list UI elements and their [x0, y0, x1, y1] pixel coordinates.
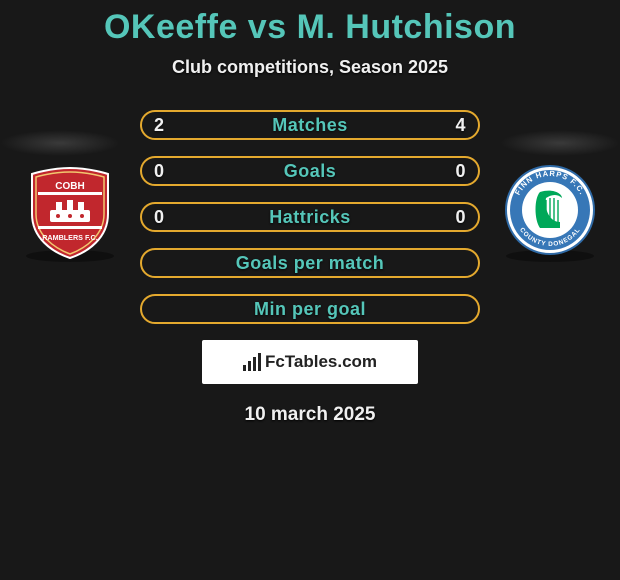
comparison-panel: COBH RAMBLERS F.C. FINN HARPS F.C.: [0, 110, 620, 426]
stat-label: Hattricks: [269, 207, 351, 228]
stat-bar: Min per goal: [140, 294, 480, 324]
stat-value-left: 0: [154, 204, 165, 230]
stat-label: Matches: [272, 115, 348, 136]
page-title: OKeeffe vs M. Hutchison: [0, 0, 620, 47]
stat-value-right: 0: [455, 158, 466, 184]
brand-text: FcTables.com: [265, 352, 377, 372]
badge-shadow-right: [500, 130, 620, 156]
right-team-badge: FINN HARPS F.C. COUNTY DONEGAL: [500, 164, 600, 264]
stat-value-right: 0: [455, 204, 466, 230]
stat-bar: Hattricks 0 0: [140, 202, 480, 232]
stat-label: Goals: [284, 161, 337, 182]
harp-badge-icon: FINN HARPS F.C. COUNTY DONEGAL: [500, 164, 600, 264]
compare-date: 10 march 2025: [0, 404, 620, 426]
bar-chart-icon: [243, 353, 261, 371]
stat-bar: Goals per match: [140, 248, 480, 278]
badge-text-bottom: RAMBLERS F.C.: [42, 233, 98, 242]
badge-shadow-left: [0, 130, 120, 156]
shield-icon: COBH RAMBLERS F.C.: [20, 164, 120, 264]
left-team-badge: COBH RAMBLERS F.C.: [20, 164, 120, 264]
stat-value-left: 0: [154, 158, 165, 184]
stat-bar: Goals 0 0: [140, 156, 480, 186]
stat-label: Min per goal: [254, 299, 366, 320]
stat-bars: Matches 2 4 Goals 0 0 Hattricks 0 0 Goals per mat…: [140, 110, 480, 324]
stat-value-left: 2: [154, 112, 165, 138]
page-subtitle: Club competitions, Season 2025: [0, 57, 620, 78]
badge-text-top: COBH: [55, 181, 84, 192]
stat-value-right: 4: [455, 112, 466, 138]
fctables-link[interactable]: FcTables.com: [202, 340, 418, 384]
stat-bar: Matches 2 4: [140, 110, 480, 140]
stat-label: Goals per match: [236, 253, 385, 274]
